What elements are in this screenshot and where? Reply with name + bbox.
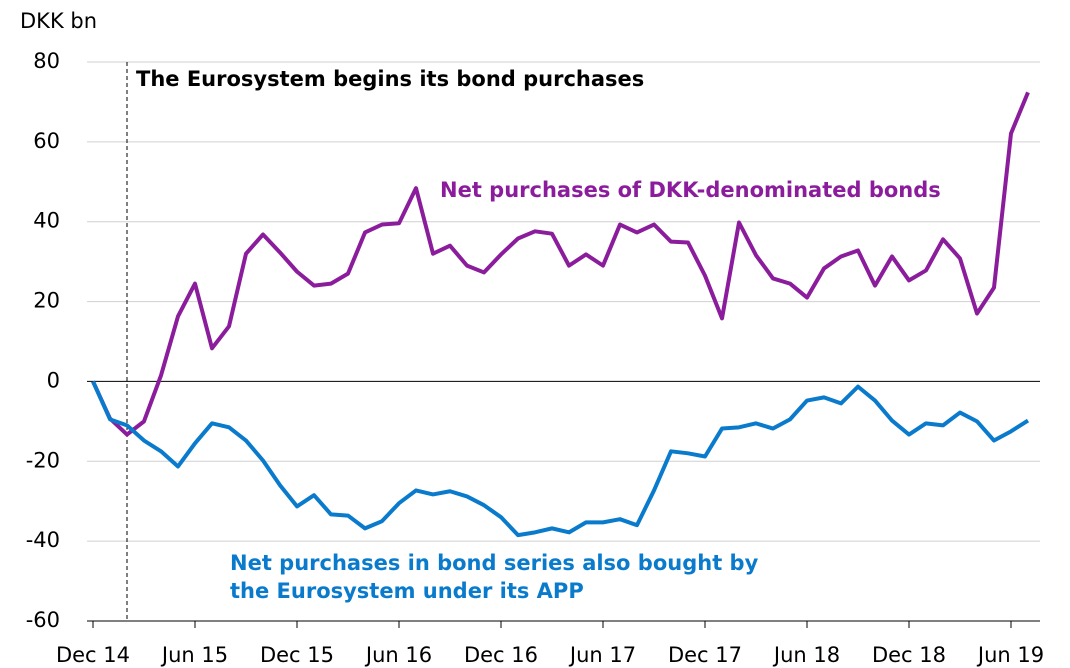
series-label-0: Net purchases of DKK-denominated bonds [440, 178, 941, 202]
x-tick-label: Dec 15 [260, 643, 334, 667]
y-tick-label: -20 [26, 448, 60, 472]
x-tick-label: Jun 16 [364, 643, 432, 667]
y-tick-label: 20 [33, 289, 60, 313]
x-tick-label: Dec 18 [872, 643, 946, 667]
y-axis-label: DKK bn [20, 9, 97, 33]
x-tick-label: Jun 19 [976, 643, 1044, 667]
y-tick-label: -60 [26, 608, 60, 632]
y-tick-label: 0 [47, 368, 60, 392]
annotation: The Eurosystem begins its bond purchases [136, 67, 644, 91]
series-line [91, 380, 1030, 538]
x-tick-label: Jun 18 [772, 643, 840, 667]
y-tick-label: 40 [33, 209, 60, 233]
y-tick-label: 80 [33, 49, 60, 73]
series-label-1: Net purchases in bond series also bought… [230, 551, 759, 603]
x-tick-label: Dec 16 [464, 643, 538, 667]
y-tick-label: -40 [26, 528, 60, 552]
x-tick-label: Dec 17 [668, 643, 742, 667]
x-tick-label: Dec 14 [56, 643, 130, 667]
x-tick-label: Jun 17 [568, 643, 636, 667]
y-tick-label: 60 [33, 129, 60, 153]
x-tick-label: Jun 15 [160, 643, 228, 667]
series-line [91, 91, 1030, 437]
